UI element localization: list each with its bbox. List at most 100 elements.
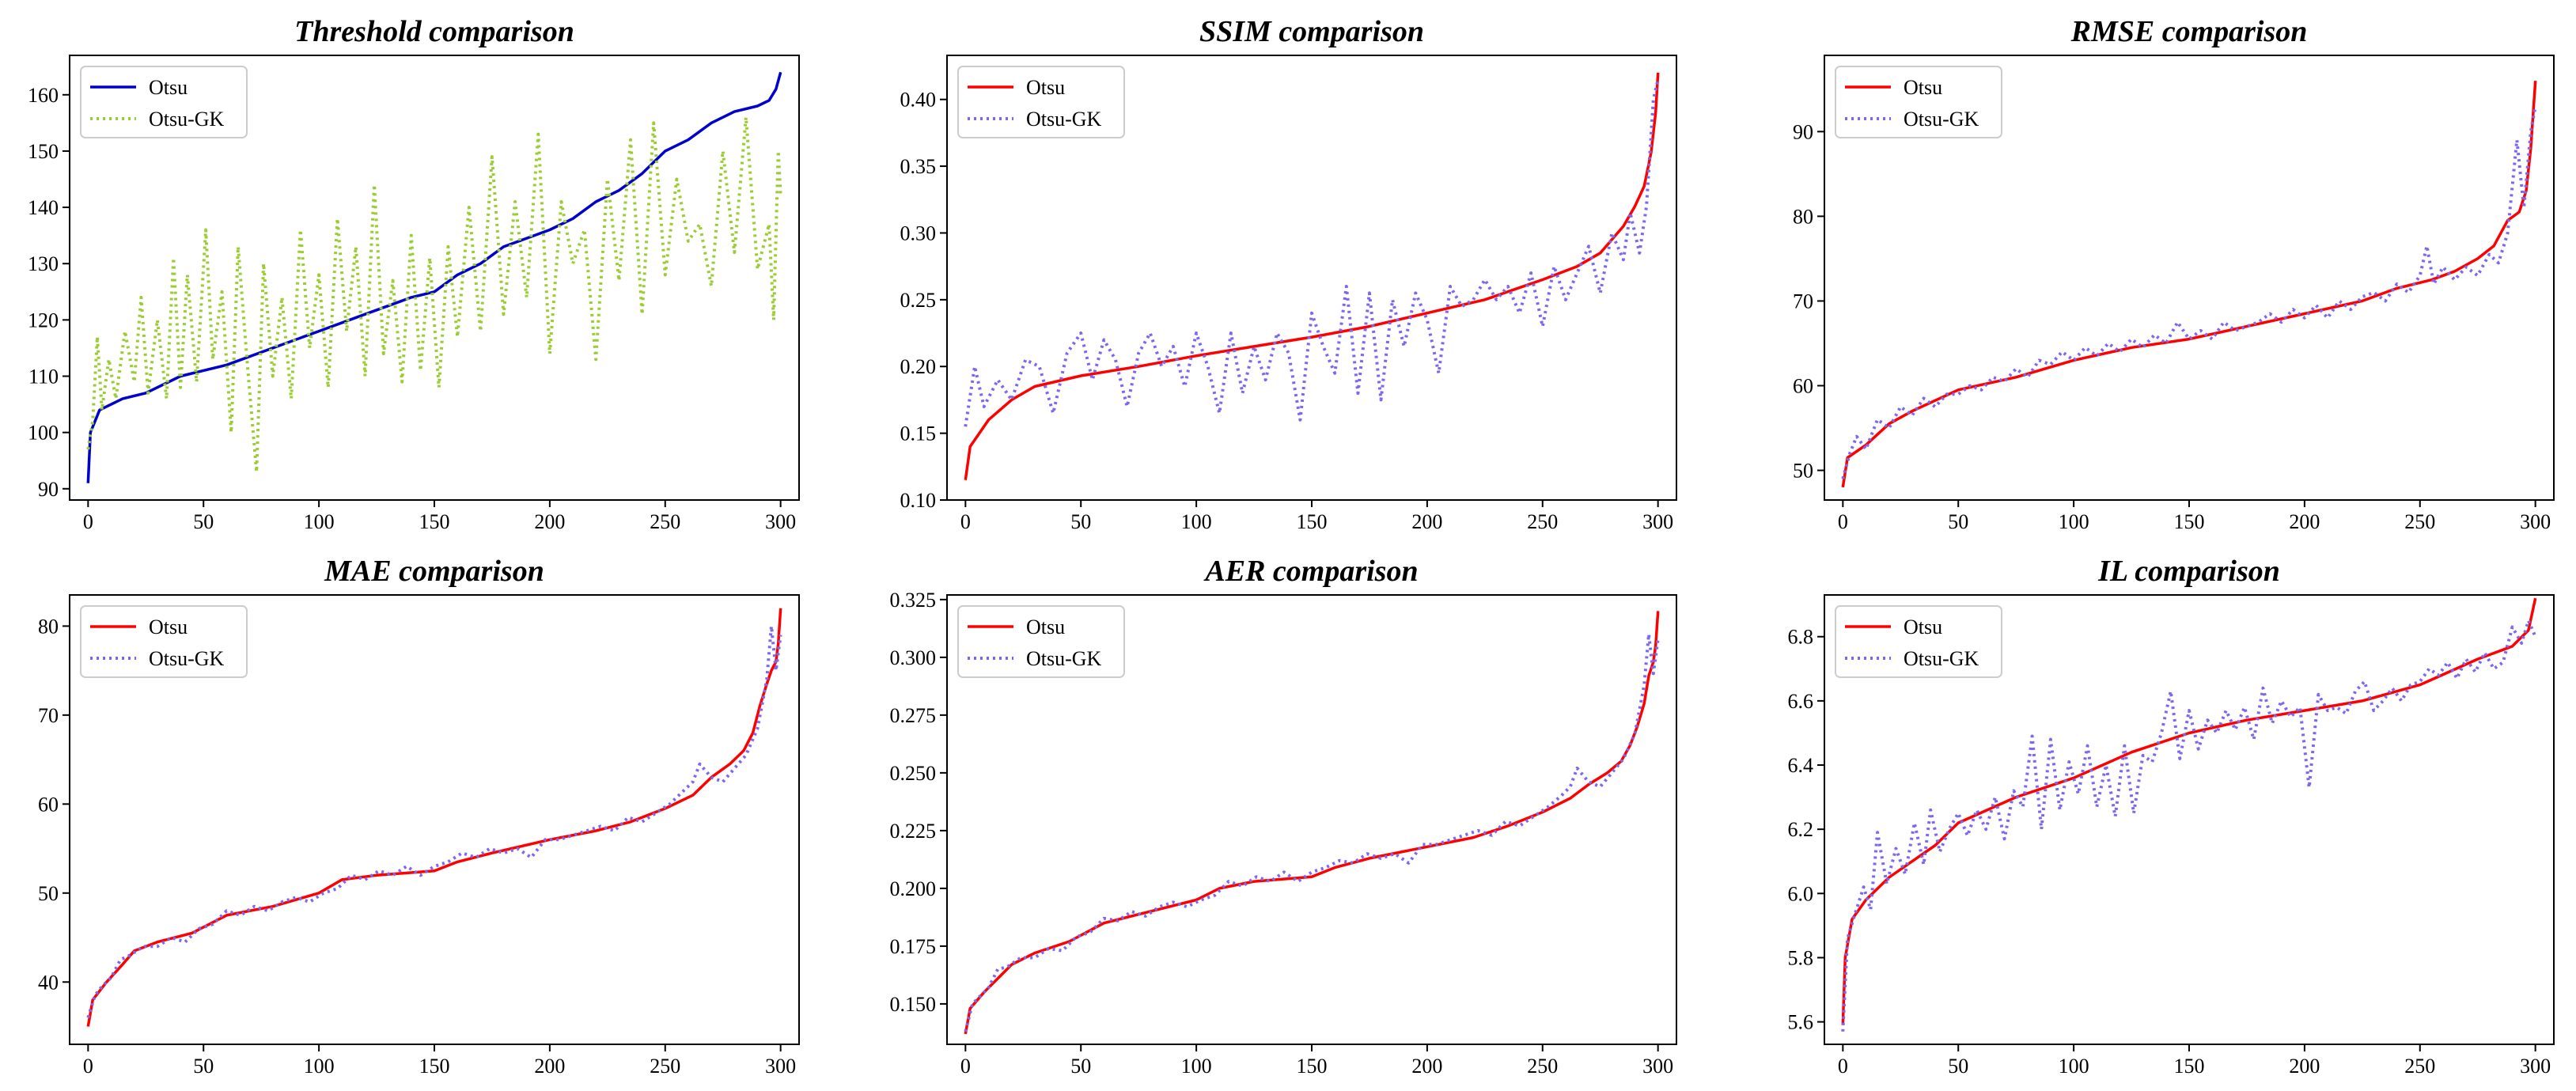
x-tick-label: 0	[83, 1055, 93, 1078]
x-tick-label: 0	[960, 1055, 971, 1078]
series-line-otsu	[86, 71, 782, 483]
x-tick-label: 150	[419, 1055, 450, 1078]
x-tick-label: 200	[534, 1055, 565, 1078]
x-tick-label: 50	[1948, 510, 1968, 533]
x-tick-label: 50	[1948, 1055, 1968, 1078]
series-line-otsu-gk	[86, 624, 782, 1018]
x-tick-label: 100	[1181, 510, 1212, 533]
y-tick-label: 0.25	[900, 289, 937, 312]
y-tick-label: 0.325	[890, 589, 937, 612]
y-tick-label: 140	[28, 196, 59, 219]
x-tick-label: 100	[1181, 1055, 1212, 1078]
x-tick-label: 200	[1411, 510, 1442, 533]
y-tick-label: 5.6	[1788, 1011, 1814, 1034]
chart-title: Threshold comparison	[294, 15, 574, 48]
y-tick-label: 0.250	[890, 762, 937, 785]
chart-title: MAE comparison	[324, 555, 544, 588]
chart-title: IL comparison	[2097, 555, 2280, 588]
chart-title: RMSE comparison	[2070, 15, 2308, 48]
legend-label: Otsu-GK	[1026, 108, 1102, 131]
y-tick-label: 90	[1793, 120, 1813, 143]
y-tick-label: 40	[38, 971, 59, 994]
plot-frame	[946, 594, 1677, 1045]
chart-panel-5: AER comparison 0 50 100 150 200 250 300 0.150 0.1…	[890, 555, 1677, 1078]
chart-panel-2: SSIM comparison 0 50 100 150 200 250 300 0.10 0.1…	[900, 15, 1677, 533]
x-tick-label: 50	[1070, 1055, 1091, 1078]
series-line-otsu-gk	[86, 116, 782, 474]
legend-label: Otsu	[1904, 616, 1942, 638]
y-tick-label: 100	[28, 422, 59, 445]
y-tick-label: 90	[38, 478, 59, 501]
x-tick-label: 100	[2059, 1055, 2089, 1078]
chart-title: AER comparison	[1203, 555, 1418, 588]
legend: Otsu Otsu-GK	[957, 605, 1125, 678]
series-line-otsu-gk	[964, 78, 1660, 427]
x-tick-label: 250	[650, 1055, 680, 1078]
x-tick-label: 50	[193, 1055, 214, 1078]
x-tick-label: 0	[1838, 510, 1848, 533]
x-tick-label: 250	[1527, 1055, 1558, 1078]
legend-label: Otsu	[149, 616, 188, 638]
legend: Otsu Otsu-GK	[1835, 605, 2002, 678]
series-line-otsu	[1841, 597, 2537, 1025]
y-tick-label: 130	[28, 252, 59, 275]
y-tick-label: 6.0	[1788, 882, 1814, 905]
y-tick-label: 150	[28, 140, 59, 163]
series-line-otsu-gk	[1841, 619, 2537, 1032]
legend-label: Otsu	[1904, 76, 1942, 99]
y-tick-label: 6.4	[1788, 754, 1814, 777]
y-tick-label: 110	[28, 365, 59, 388]
x-tick-label: 300	[2520, 510, 2551, 533]
y-tick-label: 70	[1793, 290, 1813, 313]
legend-label: Otsu-GK	[149, 108, 225, 131]
x-tick-label: 150	[2174, 510, 2205, 533]
x-tick-label: 100	[2059, 510, 2089, 533]
y-tick-label: 0.275	[890, 704, 937, 727]
x-tick-label: 300	[765, 510, 796, 533]
x-tick-label: 250	[2404, 1055, 2435, 1078]
y-tick-label: 80	[38, 615, 59, 638]
legend-label: Otsu	[149, 76, 188, 99]
legend-label: Otsu-GK	[1026, 647, 1102, 670]
x-tick-label: 200	[2289, 1055, 2320, 1078]
y-tick-label: 160	[28, 84, 59, 107]
legend-label: Otsu	[1026, 616, 1065, 638]
legend-label: Otsu-GK	[1904, 108, 1979, 131]
x-tick-label: 150	[2174, 1055, 2205, 1078]
plot-frame	[69, 594, 800, 1045]
y-tick-label: 50	[38, 882, 59, 905]
x-tick-label: 250	[2404, 510, 2435, 533]
y-tick-label: 0.300	[890, 646, 937, 669]
x-tick-label: 200	[2289, 510, 2320, 533]
x-tick-label: 50	[1070, 510, 1091, 533]
x-tick-label: 300	[765, 1055, 796, 1078]
x-tick-label: 50	[193, 510, 214, 533]
x-tick-label: 150	[1297, 510, 1328, 533]
series-line-otsu-gk	[964, 632, 1660, 1032]
x-tick-label: 150	[419, 510, 450, 533]
y-tick-label: 0.40	[900, 89, 937, 112]
y-tick-label: 0.175	[890, 935, 937, 958]
chart-panel-3: RMSE comparison 0 50 100 150 200 250 300 50 60 70 8…	[1793, 15, 2555, 533]
x-tick-label: 250	[1527, 510, 1558, 533]
y-tick-label: 0.150	[890, 993, 937, 1016]
series-line-otsu-gk	[1841, 105, 2537, 479]
legend: Otsu Otsu-GK	[80, 66, 248, 138]
chart-panel-1: Threshold comparison 0 50 100 150 200 250 300 90…	[28, 15, 800, 533]
y-tick-label: 0.10	[900, 489, 937, 512]
x-tick-label: 200	[534, 510, 565, 533]
x-tick-label: 200	[1411, 1055, 1442, 1078]
y-tick-label: 70	[38, 704, 59, 727]
y-tick-label: 0.15	[900, 422, 937, 445]
legend: Otsu Otsu-GK	[80, 605, 248, 678]
chart-panel-6: IL comparison 0 50 100 150 200 250 300 5.6 5.8 6.0…	[1788, 555, 2555, 1078]
legend-label: Otsu-GK	[1904, 647, 1979, 670]
series-line-otsu	[1841, 80, 2537, 488]
plot-frame	[69, 55, 800, 501]
x-tick-label: 250	[650, 510, 680, 533]
y-tick-label: 5.8	[1788, 946, 1814, 969]
y-tick-label: 60	[38, 793, 59, 816]
x-tick-label: 300	[1642, 1055, 1673, 1078]
series-line-otsu	[964, 611, 1660, 1035]
